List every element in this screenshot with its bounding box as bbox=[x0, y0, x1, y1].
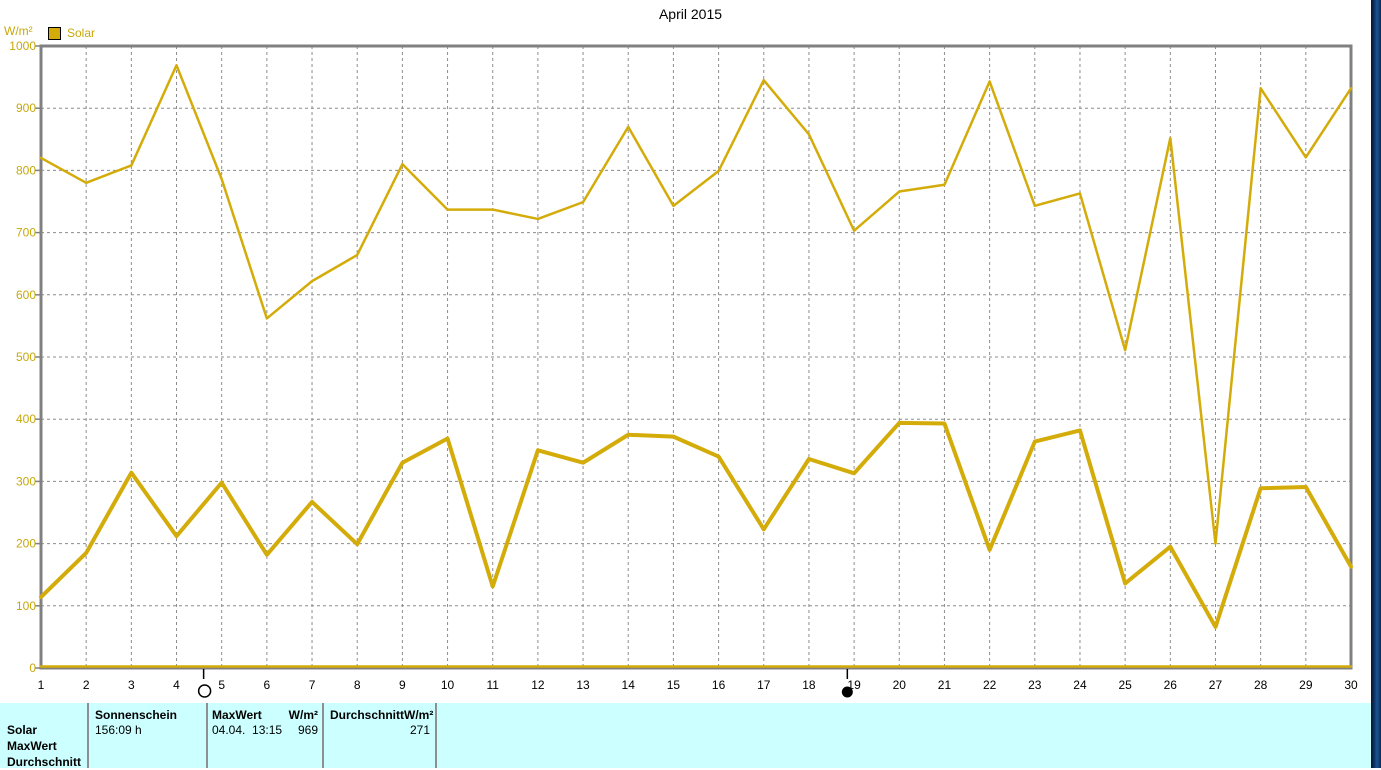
x-axis-day-label: 17 bbox=[757, 678, 771, 692]
maxwert-unit-header: W/m² bbox=[288, 708, 318, 722]
x-axis-day-label: 9 bbox=[399, 678, 406, 692]
maxwert-header-row: MaxWert W/m² bbox=[212, 708, 318, 723]
x-axis-day-label: 11 bbox=[486, 678, 499, 692]
y-axis-tick-label: 400 bbox=[16, 412, 36, 426]
x-axis-day-label: 22 bbox=[983, 678, 997, 692]
x-axis-day-label: 2 bbox=[83, 678, 90, 692]
y-axis-tick-label: 100 bbox=[16, 599, 36, 613]
table-separator bbox=[435, 703, 437, 768]
x-axis-day-label: 16 bbox=[712, 678, 726, 692]
stats-table: Solar MaxWert Durchschnitt Sonnenschein … bbox=[0, 703, 1371, 769]
y-axis-tick-label: 600 bbox=[16, 288, 36, 302]
x-axis-day-label: 20 bbox=[893, 678, 907, 692]
y-axis-unit-label: W/m² bbox=[4, 24, 33, 38]
solar-max-line bbox=[39, 64, 1353, 545]
x-axis-day-label: 24 bbox=[1073, 678, 1087, 692]
table-row-label-durchschnitt: Durchschnitt bbox=[7, 755, 82, 769]
x-axis-day-label: 18 bbox=[802, 678, 816, 692]
x-axis-day-label: 21 bbox=[938, 678, 952, 692]
x-axis-day-label: 30 bbox=[1344, 678, 1358, 692]
y-axis-tick-label: 1000 bbox=[9, 39, 36, 53]
y-axis-tick-label: 300 bbox=[16, 474, 36, 488]
full-moon-marker-icon bbox=[197, 684, 212, 698]
table-row-label-maxwert: MaxWert bbox=[7, 739, 57, 753]
x-axis-day-label: 4 bbox=[173, 678, 180, 692]
x-axis-day-label: 15 bbox=[667, 678, 681, 692]
x-axis-day-label: 13 bbox=[576, 678, 590, 692]
table-separator bbox=[87, 703, 89, 768]
x-axis-day-label: 6 bbox=[264, 678, 271, 692]
sonnenschein-value: 156:09 h bbox=[95, 723, 142, 737]
solar-avg-line bbox=[39, 420, 1353, 629]
x-axis-day-label: 26 bbox=[1164, 678, 1178, 692]
legend: Solar bbox=[48, 26, 95, 40]
table-separator bbox=[322, 703, 324, 768]
x-axis-day-label: 12 bbox=[531, 678, 545, 692]
x-axis-day-label: 10 bbox=[441, 678, 455, 692]
y-axis-tick-label: 700 bbox=[16, 226, 36, 240]
x-axis-day-label: 7 bbox=[309, 678, 316, 692]
x-axis-day-label: 14 bbox=[622, 678, 636, 692]
y-axis-tick-label: 500 bbox=[16, 350, 36, 364]
chart-title: April 2015 bbox=[658, 6, 723, 22]
x-axis-day-label: 5 bbox=[218, 678, 225, 692]
x-axis-day-label: 28 bbox=[1254, 678, 1268, 692]
y-axis-tick-label: 0 bbox=[29, 661, 36, 675]
maxwert-value: 969 bbox=[297, 723, 318, 737]
solar-legend-swatch-icon bbox=[48, 26, 61, 40]
maxwert-value-row: 04.04. 13:15 969 bbox=[212, 723, 318, 738]
x-axis-day-label: 3 bbox=[128, 678, 135, 692]
table-separator bbox=[206, 703, 208, 768]
y-axis-tick-label: 200 bbox=[16, 537, 36, 551]
plot-border bbox=[39, 44, 1353, 670]
y-axis-tick-label: 800 bbox=[16, 163, 36, 177]
x-axis-day-label: 1 bbox=[38, 678, 45, 692]
y-axis-tick-label: 900 bbox=[16, 101, 36, 115]
desktop-background-strip bbox=[1371, 0, 1381, 768]
x-axis-day-label: 8 bbox=[354, 678, 361, 692]
durchschnitt-header: DurchschnittW/m² bbox=[330, 708, 434, 722]
x-axis-day-label: 29 bbox=[1299, 678, 1313, 692]
new-moon-marker-icon bbox=[841, 686, 853, 698]
x-axis-day-label: 27 bbox=[1209, 678, 1223, 692]
x-axis-day-label: 25 bbox=[1118, 678, 1132, 692]
solar-legend-label: Solar bbox=[67, 26, 96, 40]
maxwert-header: MaxWert bbox=[212, 708, 262, 722]
x-axis-day-label: 23 bbox=[1028, 678, 1042, 692]
maxwert-datetime-value: 04.04. 13:15 bbox=[212, 723, 283, 737]
sonnenschein-header: Sonnenschein bbox=[95, 708, 178, 722]
table-row-label-solar: Solar bbox=[7, 723, 38, 737]
durchschnitt-value: 271 bbox=[409, 723, 430, 737]
